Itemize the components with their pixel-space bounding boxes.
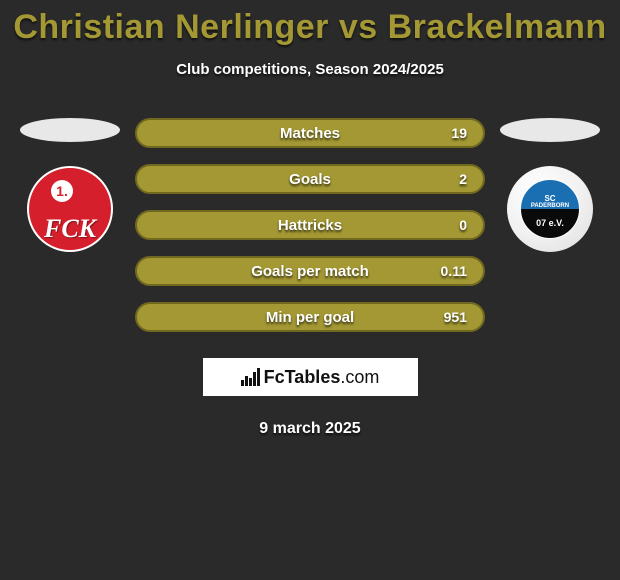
- stat-value: 951: [444, 309, 467, 325]
- stat-bar-hattricks: Hattricks 0: [135, 210, 485, 240]
- stats-column: Matches 19 Goals 2 Hattricks 0 Goals per…: [135, 118, 485, 332]
- stat-value: 0.11: [441, 263, 467, 279]
- bar-chart-icon: [241, 368, 260, 386]
- comparison-title: Christian Nerlinger vs Brackelmann: [0, 8, 620, 47]
- stat-bar-gpm: Goals per match 0.11: [135, 256, 485, 286]
- stat-bar-mpg: Min per goal 951: [135, 302, 485, 332]
- main-row: 1. FCK Matches 19 Goals 2 Hattricks 0 Go…: [0, 118, 620, 332]
- stat-label: Matches: [280, 125, 340, 142]
- right-badge-sc: SC: [544, 191, 555, 203]
- infographic-date: 9 march 2025: [0, 420, 620, 438]
- right-ellipse-placeholder: [500, 118, 600, 142]
- left-badge-inner: 1. FCK: [29, 168, 111, 250]
- right-badge-inner: SC PADERBORN 07 e.V.: [520, 179, 580, 239]
- season-subtitle: Club competitions, Season 2024/2025: [0, 61, 620, 78]
- right-team-badge: SC PADERBORN 07 e.V.: [507, 166, 593, 252]
- stat-value: 19: [451, 125, 467, 141]
- right-badge-bot: 07 e.V.: [536, 209, 564, 228]
- left-badge-circle-text: 1.: [51, 180, 73, 202]
- brand-name: FcTables: [264, 367, 341, 387]
- brand-text: FcTables.com: [264, 367, 380, 388]
- brand-domain: .com: [340, 367, 379, 387]
- stat-label: Goals per match: [251, 263, 369, 280]
- left-team-badge: 1. FCK: [27, 166, 113, 252]
- stat-value: 2: [459, 171, 467, 187]
- stat-label: Goals: [289, 171, 331, 188]
- left-team-col: 1. FCK: [15, 118, 125, 252]
- stat-bar-matches: Matches 19: [135, 118, 485, 148]
- right-team-col: SC PADERBORN 07 e.V.: [495, 118, 605, 252]
- brand-box[interactable]: FcTables.com: [203, 358, 418, 396]
- left-badge-fc-text: FCK: [44, 214, 96, 244]
- stat-value: 0: [459, 217, 467, 233]
- stat-label: Hattricks: [278, 217, 342, 234]
- left-ellipse-placeholder: [20, 118, 120, 142]
- stat-label: Min per goal: [266, 309, 354, 326]
- infographic-container: Christian Nerlinger vs Brackelmann Club …: [0, 0, 620, 438]
- stat-bar-goals: Goals 2: [135, 164, 485, 194]
